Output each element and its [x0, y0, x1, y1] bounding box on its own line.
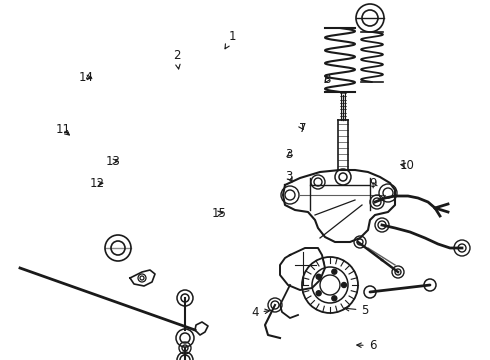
Circle shape	[316, 274, 321, 279]
Text: 1: 1	[225, 30, 237, 49]
Text: 9: 9	[369, 177, 377, 190]
Circle shape	[332, 269, 337, 274]
Text: 12: 12	[90, 177, 104, 190]
Text: 2: 2	[172, 49, 180, 69]
Circle shape	[342, 283, 346, 288]
Text: 11: 11	[55, 123, 70, 136]
Text: 3: 3	[285, 170, 293, 183]
Text: 14: 14	[78, 71, 93, 84]
Text: 7: 7	[299, 122, 307, 135]
Circle shape	[332, 296, 337, 301]
Text: 13: 13	[105, 155, 120, 168]
Text: 10: 10	[399, 159, 414, 172]
Text: 15: 15	[212, 207, 227, 220]
Text: 3: 3	[285, 148, 293, 161]
Text: 4: 4	[251, 306, 270, 319]
Text: 6: 6	[357, 339, 376, 352]
Text: 8: 8	[323, 73, 331, 86]
Circle shape	[316, 291, 321, 296]
Text: 5: 5	[344, 304, 369, 317]
